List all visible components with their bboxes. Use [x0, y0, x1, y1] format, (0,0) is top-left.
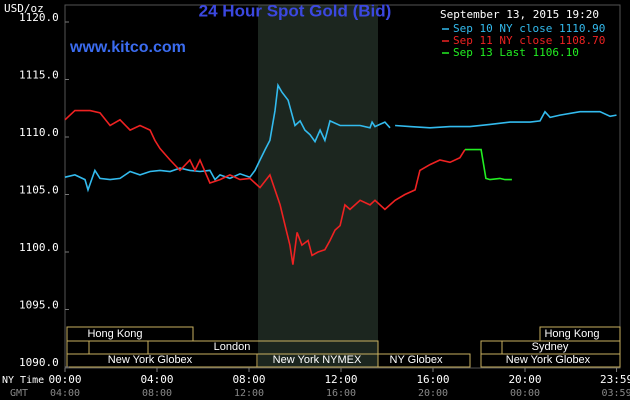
- x-tick-label: 04:00: [140, 373, 173, 386]
- sessions: Hong Kong London New York Globex New Yor…: [66, 326, 621, 368]
- x-tick-label: 20:00: [508, 373, 541, 386]
- x2-tick-label: 16:00: [326, 388, 356, 399]
- session-box: [480, 353, 621, 368]
- y-axis-label: USD/oz: [4, 2, 44, 15]
- legend-label: Sep 10 NY close 1110.90: [453, 22, 605, 35]
- x-tick-label: 16:00: [416, 373, 449, 386]
- x2-tick-label: 04:00: [50, 388, 80, 399]
- chart-title: 24 Hour Spot Gold (Bid): [199, 1, 392, 20]
- ny-session-shade: [258, 5, 378, 368]
- y-tick-label: 1100.0: [19, 241, 59, 254]
- y-tick-label: 1115.0: [19, 69, 59, 82]
- session-label: New York NYMEX: [273, 354, 362, 366]
- timestamp: September 13, 2015 19:20: [440, 8, 599, 21]
- session-box: [66, 326, 194, 342]
- session-label: London: [214, 341, 251, 353]
- price-line: [64, 109, 466, 265]
- session-label: New York Globex: [506, 354, 591, 366]
- x-tick-label: 12:00: [324, 373, 357, 386]
- y-tick-label: 1095.0: [19, 299, 59, 312]
- x-tick-label: 23:59: [600, 373, 630, 386]
- x2-tick-label: 00:00: [510, 388, 540, 399]
- session-label: Hong Kong: [544, 328, 599, 340]
- x2-axis-label: GMT: [10, 388, 28, 399]
- legend-label: Sep 13 Last 1106.10: [453, 46, 579, 59]
- x-tick-label: 00:00: [48, 373, 81, 386]
- x2-tick-label: 08:00: [142, 388, 172, 399]
- session-label: NY Globex: [390, 354, 443, 366]
- y-tick-label: 1090.0: [19, 356, 59, 369]
- session-label: Hong Kong: [87, 328, 142, 340]
- plot-frame: [64, 4, 621, 369]
- y-tick-label: 1105.0: [19, 184, 59, 197]
- y-tick-label: 1120.0: [19, 11, 59, 24]
- x2-tick-label: 03:59: [601, 388, 630, 399]
- session-label: New York Globex: [108, 354, 193, 366]
- x-axis-label: NY Time: [2, 375, 44, 386]
- legend-label: Sep 11 NY close 1108.70: [453, 34, 605, 47]
- price-line: [465, 148, 512, 181]
- x-tick-label: 08:00: [232, 373, 265, 386]
- y-tick-label: 1110.0: [19, 126, 59, 139]
- watermark: www.kitco.com: [69, 39, 186, 56]
- x2-tick-label: 20:00: [418, 388, 448, 399]
- session-label: Sydney: [532, 341, 569, 353]
- x2-tick-label: 12:00: [234, 388, 264, 399]
- price-line: [64, 82, 617, 193]
- session-box: [377, 353, 471, 368]
